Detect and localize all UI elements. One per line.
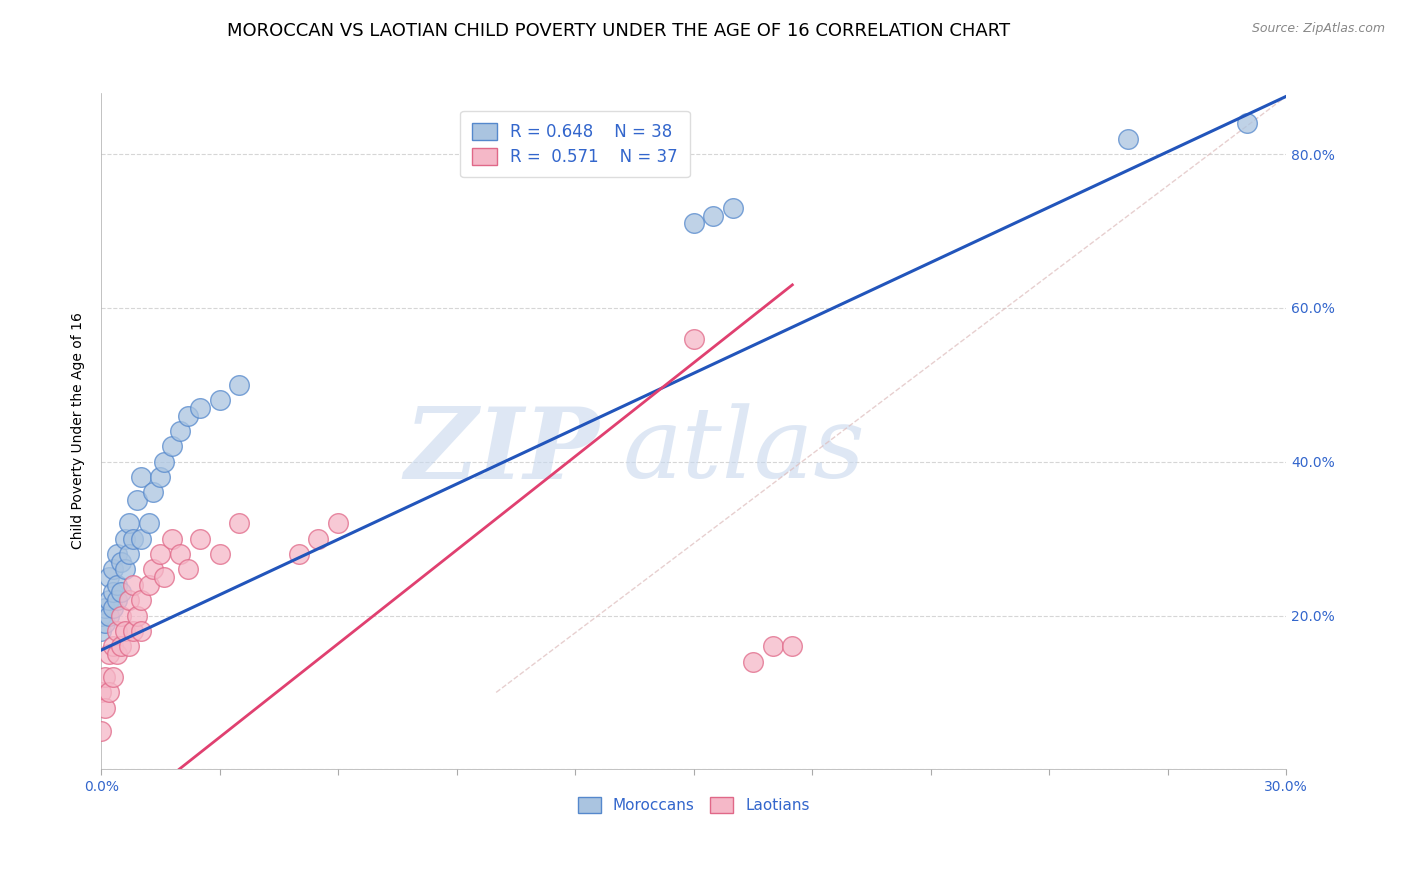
Point	[153, 455, 176, 469]
Point	[105, 647, 128, 661]
Text: Source: ZipAtlas.com: Source: ZipAtlas.com	[1251, 22, 1385, 36]
Point	[169, 547, 191, 561]
Point	[142, 485, 165, 500]
Point	[121, 578, 143, 592]
Text: atlas: atlas	[623, 403, 865, 499]
Point	[101, 562, 124, 576]
Point	[307, 532, 329, 546]
Point	[762, 640, 785, 654]
Point	[94, 600, 117, 615]
Point	[118, 640, 141, 654]
Point	[682, 216, 704, 230]
Point	[169, 424, 191, 438]
Point	[177, 409, 200, 423]
Point	[142, 562, 165, 576]
Point	[118, 547, 141, 561]
Point	[110, 608, 132, 623]
Point	[114, 624, 136, 638]
Point	[114, 562, 136, 576]
Point	[328, 516, 350, 531]
Point	[90, 624, 112, 638]
Point	[741, 655, 763, 669]
Point	[101, 670, 124, 684]
Text: ZIP: ZIP	[404, 403, 599, 500]
Point	[98, 647, 121, 661]
Point	[149, 547, 172, 561]
Point	[1236, 116, 1258, 130]
Point	[287, 547, 309, 561]
Point	[94, 670, 117, 684]
Point	[94, 616, 117, 631]
Text: MOROCCAN VS LAOTIAN CHILD POVERTY UNDER THE AGE OF 16 CORRELATION CHART: MOROCCAN VS LAOTIAN CHILD POVERTY UNDER …	[228, 22, 1010, 40]
Point	[118, 516, 141, 531]
Point	[90, 608, 112, 623]
Point	[782, 640, 804, 654]
Point	[208, 393, 231, 408]
Point	[118, 593, 141, 607]
Point	[105, 593, 128, 607]
Point	[228, 516, 250, 531]
Point	[94, 700, 117, 714]
Point	[110, 555, 132, 569]
Point	[228, 377, 250, 392]
Point	[110, 585, 132, 599]
Point	[98, 593, 121, 607]
Point	[188, 532, 211, 546]
Point	[162, 439, 184, 453]
Point	[98, 570, 121, 584]
Y-axis label: Child Poverty Under the Age of 16: Child Poverty Under the Age of 16	[72, 312, 86, 549]
Point	[121, 532, 143, 546]
Point	[682, 332, 704, 346]
Point	[105, 547, 128, 561]
Point	[110, 640, 132, 654]
Point	[188, 401, 211, 415]
Point	[90, 723, 112, 738]
Point	[177, 562, 200, 576]
Point	[98, 608, 121, 623]
Point	[105, 578, 128, 592]
Point	[149, 470, 172, 484]
Point	[129, 532, 152, 546]
Point	[114, 532, 136, 546]
Point	[162, 532, 184, 546]
Point	[121, 624, 143, 638]
Point	[101, 600, 124, 615]
Point	[101, 585, 124, 599]
Point	[138, 578, 160, 592]
Point	[125, 493, 148, 508]
Point	[153, 570, 176, 584]
Point	[129, 624, 152, 638]
Point	[101, 640, 124, 654]
Point	[208, 547, 231, 561]
Point	[138, 516, 160, 531]
Point	[721, 201, 744, 215]
Point	[105, 624, 128, 638]
Point	[1116, 132, 1139, 146]
Legend: Moroccans, Laotians: Moroccans, Laotians	[568, 789, 818, 822]
Point	[129, 470, 152, 484]
Point	[90, 685, 112, 699]
Point	[129, 593, 152, 607]
Point	[702, 209, 724, 223]
Point	[98, 685, 121, 699]
Point	[125, 608, 148, 623]
